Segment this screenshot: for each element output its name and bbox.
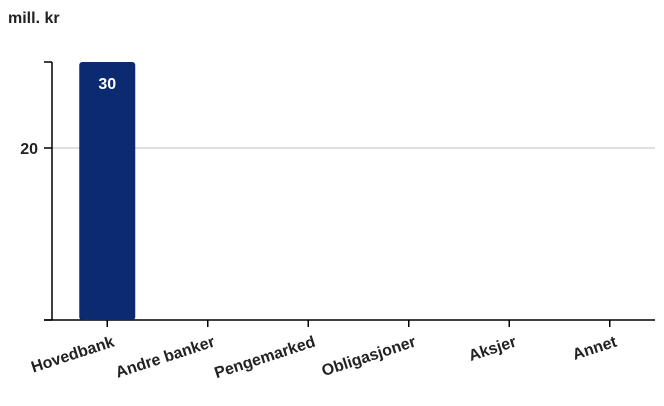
x-category-label: Annet	[571, 333, 620, 363]
x-category-label: Andre banker	[114, 334, 217, 382]
y-tick-label: 20	[20, 141, 38, 158]
x-category-label: Obligasjoner	[320, 334, 418, 380]
y-axis-unit-label: mill. kr	[8, 10, 60, 27]
bar-value-label: 30	[98, 76, 116, 93]
bar-hovedbank	[79, 62, 136, 320]
x-category-label: Aksjer	[467, 334, 519, 365]
bars	[79, 62, 136, 320]
x-category-label: Hovedbank	[29, 334, 116, 377]
x-category-label: Pengemarked	[212, 334, 317, 383]
axes	[44, 61, 655, 327]
